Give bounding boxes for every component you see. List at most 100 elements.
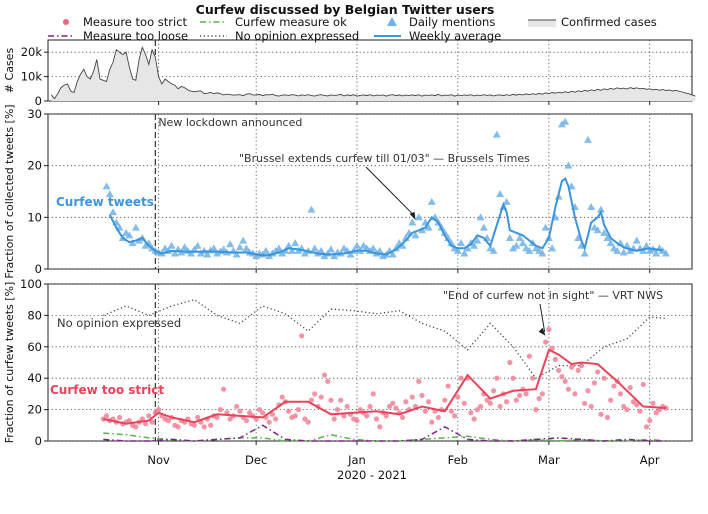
x-tick-label: Jan xyxy=(347,453,366,467)
too-strict-point xyxy=(338,397,344,403)
legend-marker-area xyxy=(528,20,556,27)
too-strict-point xyxy=(461,400,467,406)
mention-point xyxy=(453,246,462,254)
too-strict-point xyxy=(562,378,568,384)
annotation-arrowhead xyxy=(409,211,416,220)
too-strict-point xyxy=(208,422,214,428)
mention-point xyxy=(457,239,466,247)
too-strict-point xyxy=(155,407,162,413)
too-strict-point xyxy=(286,408,292,414)
y-tick-label: 30 xyxy=(27,107,42,121)
mention-point xyxy=(102,182,111,190)
too-strict-point xyxy=(474,407,480,413)
mention-point xyxy=(317,246,326,254)
cases-line xyxy=(50,45,696,100)
too-strict-point xyxy=(221,386,227,392)
legend-entry: No opinion expressed xyxy=(200,29,359,43)
too-strict-point xyxy=(416,378,422,384)
mention-point xyxy=(518,239,527,247)
too-strict-point xyxy=(611,383,617,389)
mention-point xyxy=(479,223,488,231)
mention-point xyxy=(232,250,241,258)
mention-point xyxy=(261,246,270,254)
y-tick-label: 60 xyxy=(27,340,42,354)
too-strict-point xyxy=(448,408,454,414)
mention-point xyxy=(326,245,335,253)
too-strict-point xyxy=(227,416,233,422)
too-strict-point xyxy=(588,403,594,410)
too-strict-point xyxy=(344,403,350,410)
too-strict-point xyxy=(318,394,324,400)
too-strict-point xyxy=(640,381,646,388)
too-strict-point xyxy=(357,407,363,413)
mention-point xyxy=(463,244,472,252)
mention-point xyxy=(596,205,605,213)
too-strict-point xyxy=(133,424,139,430)
legend-label: Daily mentions xyxy=(409,15,495,29)
too-strict-point xyxy=(539,391,545,397)
x-tick-label: Feb xyxy=(448,453,468,467)
mention-point xyxy=(512,241,521,249)
too-strict-point xyxy=(279,394,285,400)
panels: 0 10k 20k # Cases 0 10 20 30 Fraction of collect… xyxy=(3,39,696,467)
too-strict-point xyxy=(195,414,201,421)
too-strict-point xyxy=(295,407,302,413)
too-strict-point xyxy=(100,416,106,422)
too-strict-point xyxy=(409,394,415,400)
too-strict-point xyxy=(217,407,223,413)
legend-label: Measure too loose xyxy=(83,29,188,43)
too-strict-point xyxy=(565,386,572,392)
panel-frame xyxy=(47,283,693,442)
too-strict-point xyxy=(237,408,243,414)
mention-point xyxy=(128,239,137,247)
too-strict-point xyxy=(497,403,503,410)
chart-title: Curfew discussed by Belgian Twitter user… xyxy=(196,2,495,17)
mention-point xyxy=(541,223,550,231)
curfew-tweets-label: Curfew tweets xyxy=(56,195,154,209)
mention-point xyxy=(330,252,339,260)
panel-cases: 0 10k 20k # Cases xyxy=(3,39,696,108)
too-strict-point xyxy=(601,375,607,381)
too-strict-point xyxy=(305,419,311,425)
too-strict-point xyxy=(559,374,565,380)
too-strict-point xyxy=(149,419,155,425)
too-strict-point xyxy=(552,356,558,362)
mention-point xyxy=(427,197,436,205)
measure-too-loose-line xyxy=(103,424,666,442)
too-strict-point xyxy=(328,397,334,403)
mention-point xyxy=(411,231,420,239)
too-strict-point xyxy=(546,326,552,333)
too-strict-point xyxy=(377,424,383,430)
mention-point xyxy=(105,190,114,198)
too-strict-point xyxy=(507,359,513,366)
mention-point xyxy=(548,244,557,252)
mention-point xyxy=(652,249,661,257)
legend-marker-triangle xyxy=(387,17,397,26)
mention-point xyxy=(190,245,199,253)
mention-point xyxy=(193,241,202,249)
too-strict-point xyxy=(653,410,659,416)
too-strict-point xyxy=(487,400,493,406)
too-strict-point xyxy=(634,402,640,408)
too-strict-point xyxy=(390,400,396,406)
y-tick-label: 20k xyxy=(21,45,43,59)
legend-label: No opinion expressed xyxy=(235,29,359,43)
mention-point xyxy=(440,228,449,236)
too-strict-point xyxy=(383,413,389,419)
too-strict-point xyxy=(608,397,614,403)
mention-point xyxy=(525,246,534,254)
x-tick-label: Mar xyxy=(538,453,560,467)
too-strict-point xyxy=(543,339,549,345)
legend-entry: Measure too loose xyxy=(48,29,188,43)
mention-point xyxy=(170,249,179,257)
lockdown-label: New lockdown announced xyxy=(158,116,302,129)
mention-point xyxy=(209,244,218,252)
y-tick-label: 40 xyxy=(27,371,42,385)
mention-point xyxy=(125,231,134,239)
mention-point xyxy=(606,239,615,247)
mention-point xyxy=(564,161,573,169)
legend-entry: Weekly average xyxy=(374,29,501,43)
y-tick-label: 20 xyxy=(27,403,42,417)
mention-point xyxy=(632,236,641,244)
